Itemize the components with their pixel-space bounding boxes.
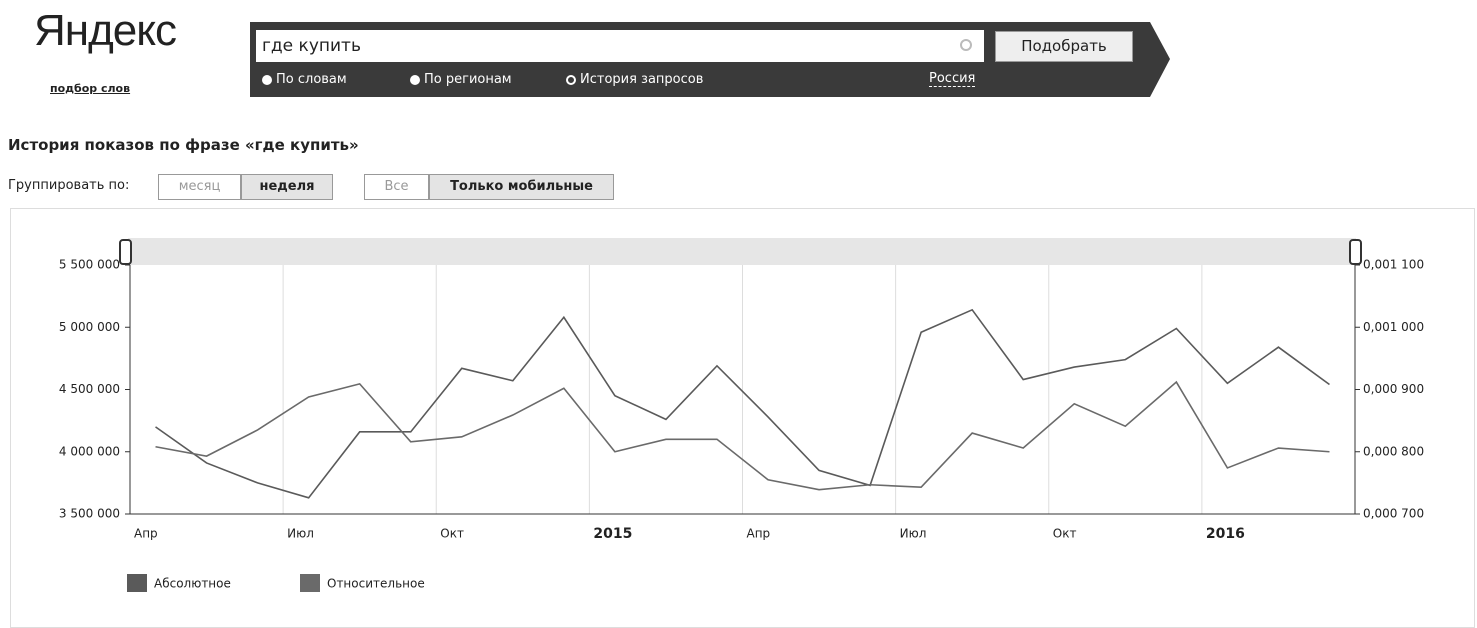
radio-option[interactable]: По регионам bbox=[410, 72, 512, 87]
y2-tick-label: 0,000 900 bbox=[1363, 382, 1424, 396]
radio-label: История запросов bbox=[580, 72, 704, 87]
group-option[interactable]: месяц bbox=[158, 174, 241, 200]
range-scroller[interactable] bbox=[128, 238, 1356, 265]
logo[interactable]: Яндекс bbox=[34, 6, 177, 55]
x-tick-label: Июл bbox=[287, 527, 314, 541]
x-tick-label: Окт bbox=[1053, 527, 1077, 541]
y-tick-label: 5 500 000 bbox=[59, 258, 120, 272]
y-tick-label: 5 000 000 bbox=[59, 320, 120, 334]
group-label: Группировать по: bbox=[8, 178, 130, 193]
legend-swatch bbox=[300, 574, 320, 592]
radio-dot bbox=[566, 74, 576, 85]
search-button[interactable]: Подобрать bbox=[995, 31, 1133, 62]
x-tick-label: 2015 bbox=[593, 526, 632, 542]
region-link[interactable]: Россия bbox=[929, 71, 976, 87]
y2-tick-label: 0,001 100 bbox=[1363, 258, 1424, 272]
radio-label: По словам bbox=[276, 72, 347, 87]
device-option[interactable]: Только мобильные bbox=[429, 174, 614, 200]
radio-option[interactable]: По словам bbox=[262, 72, 347, 87]
y2-tick-label: 0,000 800 bbox=[1363, 444, 1424, 458]
y2-tick-label: 0,001 000 bbox=[1363, 320, 1424, 334]
x-tick-label: Окт bbox=[440, 527, 464, 541]
x-tick-label: Апр bbox=[134, 527, 158, 541]
radio-option[interactable]: История запросов bbox=[566, 72, 703, 87]
legend-label: Относительное bbox=[327, 577, 425, 591]
x-tick-label: Апр bbox=[747, 527, 771, 541]
heading: История показов по фразе «где купить» bbox=[8, 136, 359, 154]
radio-dot bbox=[262, 74, 272, 85]
radio-label: По регионам bbox=[424, 72, 512, 87]
y-tick-label: 3 500 000 bbox=[59, 507, 120, 521]
legend-swatch bbox=[127, 574, 147, 592]
group-option[interactable]: неделя bbox=[241, 174, 333, 200]
x-tick-label: 2016 bbox=[1206, 526, 1245, 542]
clear-button[interactable] bbox=[960, 39, 972, 51]
x-tick-label: Июл bbox=[900, 527, 927, 541]
device-option[interactable]: Все bbox=[364, 174, 429, 200]
series-line bbox=[155, 380, 1330, 491]
logo-subtitle[interactable]: подбор слов bbox=[50, 82, 131, 95]
series-line bbox=[155, 308, 1330, 499]
y-tick-label: 4 500 000 bbox=[59, 382, 120, 396]
range-handle[interactable] bbox=[1349, 239, 1362, 265]
y-tick-label: 4 000 000 bbox=[59, 444, 120, 458]
legend-label: Абсолютное bbox=[154, 577, 231, 591]
range-handle[interactable] bbox=[119, 239, 132, 265]
search-input[interactable]: где купить bbox=[256, 30, 984, 62]
y2-tick-label: 0,000 700 bbox=[1363, 507, 1424, 521]
radio-dot bbox=[410, 74, 420, 85]
search-panel-arrow bbox=[1150, 22, 1170, 97]
